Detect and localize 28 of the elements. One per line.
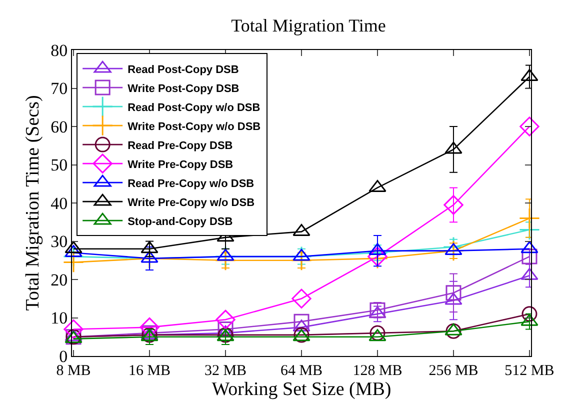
legend-label: Write Pre-Copy DSB: [128, 158, 234, 171]
legend-label: Write Post-Copy DSB: [128, 82, 240, 95]
y-tick-label: 60: [50, 117, 68, 136]
legend-label: Read Post-Copy w/o DSB: [128, 102, 260, 114]
x-tick-label: 16 MB: [128, 363, 171, 379]
legend-label: Read Post-Copy DSB: [128, 64, 239, 76]
x-tick-label: 64 MB: [280, 363, 323, 379]
x-tick-label: 128 MB: [352, 363, 402, 379]
x-tick-label: 8 MB: [56, 363, 91, 379]
y-tick-label: 70: [50, 79, 68, 98]
x-axis-title: Working Set Size (MB): [212, 379, 392, 400]
y-tick-label: 20: [50, 270, 68, 290]
chart-title: Total Migration Time: [231, 15, 386, 36]
y-tick-label: 10: [50, 308, 68, 328]
legend-label: Stop-and-Copy DSB: [128, 216, 233, 228]
y-tick-label: 0: [59, 346, 68, 366]
x-tick-label: 512 MB: [504, 363, 554, 379]
legend-label: Write Post-Copy w/o DSB: [128, 120, 261, 133]
y-tick-label: 30: [50, 232, 68, 252]
y-tick-label: 80: [50, 40, 68, 60]
x-tick-label: 32 MB: [204, 363, 247, 379]
y-tick-label: 40: [50, 194, 68, 213]
legend-label: Write Pre-Copy w/o DSB: [128, 196, 255, 209]
legend-label: Read Pre-Copy w/o DSB: [128, 178, 254, 190]
y-tick-label: 50: [50, 156, 68, 175]
y-axis-title: Total Migration Time (Secs): [22, 95, 44, 311]
legend-label: Read Pre-Copy DSB: [128, 140, 233, 152]
x-tick-label: 256 MB: [428, 363, 478, 379]
